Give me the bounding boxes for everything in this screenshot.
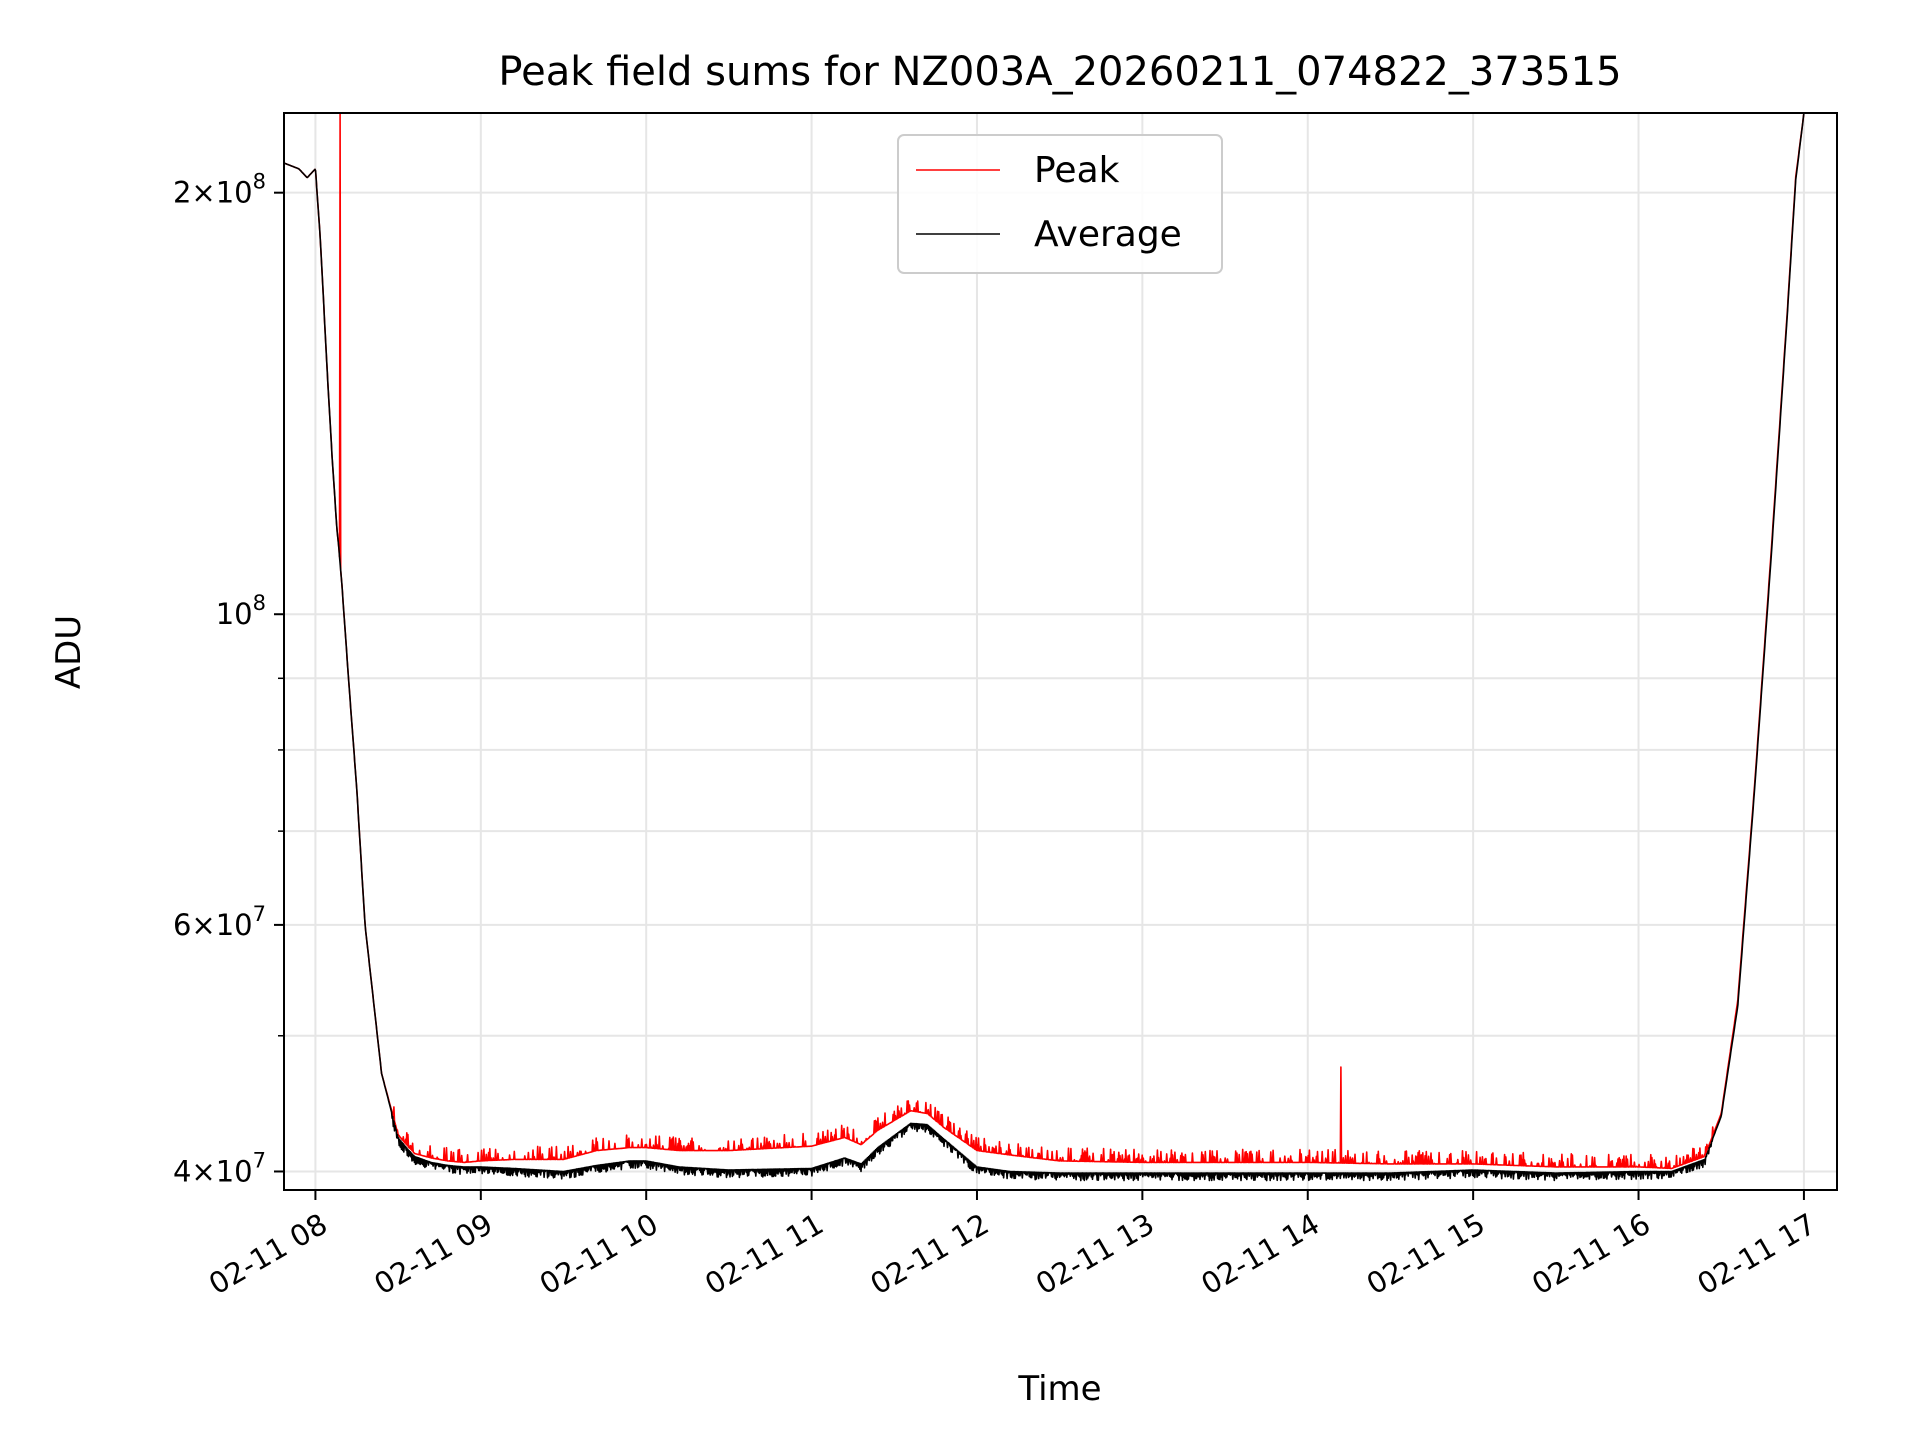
y-tick-label-exponent: 7 — [253, 902, 266, 926]
y-tick-label-base: 2×10 — [173, 176, 253, 210]
y-tick-label: 6×107 — [173, 902, 266, 942]
y-tick-label: 2×108 — [173, 170, 266, 210]
legend-peak-label: Peak — [1034, 150, 1120, 191]
series-layer — [284, 113, 1805, 1182]
y-tick-label-exponent: 7 — [253, 1148, 266, 1172]
x-axis-title: Time — [1017, 1369, 1101, 1409]
series-line-average — [284, 113, 1805, 1182]
y-axis-title: ADU — [49, 615, 89, 689]
y-tick-label-base: 6×10 — [173, 908, 253, 942]
y-tick-label-base: 10 — [216, 597, 253, 631]
grid — [284, 113, 1837, 1190]
legend-average-label: Average — [1034, 214, 1182, 255]
chart-title: Peak field sums for NZ003A_20260211_0748… — [498, 49, 1621, 95]
y-tick-label-exponent: 8 — [253, 591, 266, 615]
y-tick-label-base: 4×10 — [173, 1154, 253, 1188]
y-tick-label-exponent: 8 — [253, 170, 266, 194]
y-tick-label: 108 — [216, 591, 266, 631]
legend: Peak Average — [897, 134, 1223, 274]
y-tick-label: 4×107 — [173, 1148, 266, 1188]
series-line-peak — [284, 113, 1805, 1170]
plot-frame — [283, 112, 1838, 1191]
